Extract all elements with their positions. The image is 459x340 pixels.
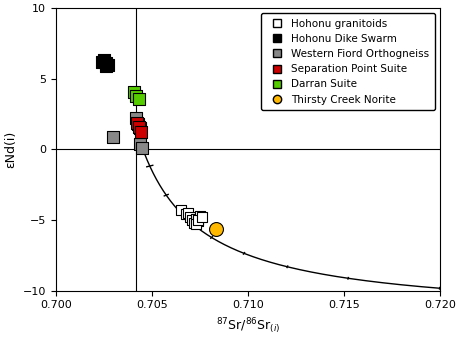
Point [194, 217, 201, 223]
Point [102, 63, 109, 69]
Point [194, 219, 201, 224]
Point [136, 125, 144, 131]
Point [196, 213, 203, 218]
Point [190, 220, 197, 225]
Point [102, 61, 109, 66]
Point [186, 215, 194, 220]
Point [212, 226, 219, 232]
Point [137, 129, 145, 134]
Point [138, 145, 146, 151]
Point [177, 207, 184, 213]
Point [100, 58, 107, 63]
Point [192, 221, 199, 227]
Point [135, 97, 143, 102]
Point [129, 89, 137, 95]
Point [98, 59, 106, 65]
Point [182, 211, 190, 217]
Point [110, 134, 117, 139]
Point [192, 216, 199, 221]
Point [134, 120, 141, 126]
Point [104, 62, 111, 67]
Point [134, 121, 142, 127]
Point [184, 210, 191, 216]
Point [198, 215, 205, 220]
Point [135, 125, 143, 130]
Point [136, 141, 144, 147]
Point [133, 116, 140, 121]
Point [133, 94, 140, 99]
X-axis label: $^{87}$Sr/$^{86}$Sr$_{(i)}$: $^{87}$Sr/$^{86}$Sr$_{(i)}$ [215, 316, 280, 336]
Y-axis label: εNd(i): εNd(i) [4, 131, 17, 168]
Point [188, 217, 196, 223]
Legend: Hohonu granitoids, Hohonu Dike Swarm, Western Fiord Orthogneiss, Separation Poin: Hohonu granitoids, Hohonu Dike Swarm, We… [261, 13, 434, 110]
